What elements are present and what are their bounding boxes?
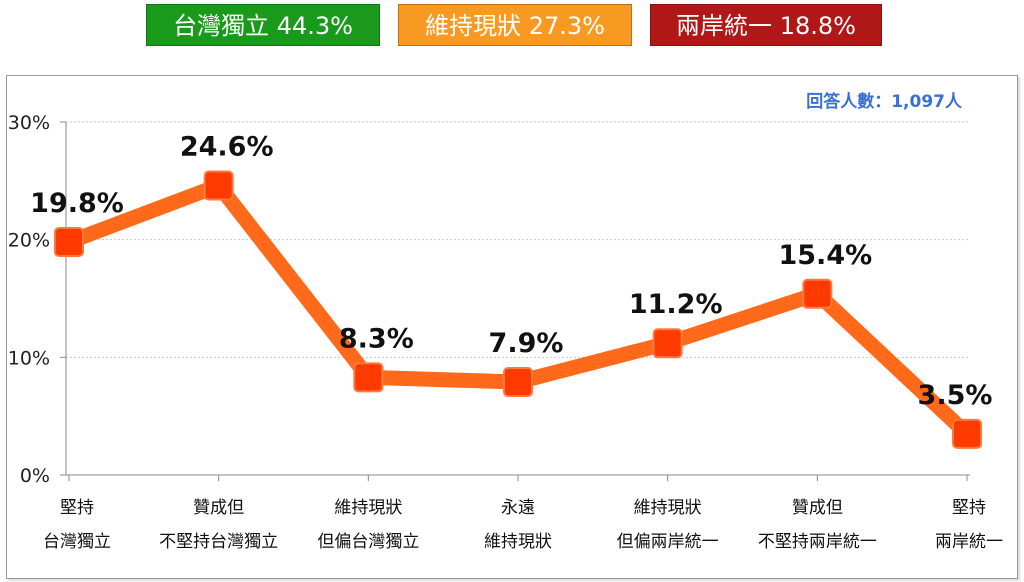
- x-category-label-line1: 堅持: [60, 498, 94, 518]
- data-label: 7.9%: [489, 328, 564, 359]
- markers: [54, 170, 982, 449]
- data-label: 15.4%: [778, 240, 872, 271]
- y-tick-label: 30%: [8, 112, 50, 134]
- data-label: 8.3%: [339, 323, 414, 354]
- x-category-label-line2: 不堅持台灣獨立: [159, 532, 278, 552]
- x-category-label-line2: 但偏台灣獨立: [317, 532, 419, 552]
- respondents-note: 回答人數：1,097人: [806, 91, 963, 112]
- data-point-marker: [652, 328, 683, 359]
- data-point-marker: [54, 227, 84, 258]
- legend-badge-unification: 兩岸統一 18.8%: [650, 4, 882, 46]
- x-category-label-line2: 兩岸統一: [935, 532, 1003, 552]
- x-category-label-line1: 贊成但: [193, 498, 244, 518]
- x-category-labels: 堅持台灣獨立贊成但不堅持台灣獨立維持現狀但偏台灣獨立永遠維持現狀維持現狀但偏兩岸…: [43, 498, 1003, 552]
- x-category-label-line2: 台灣獨立: [43, 532, 111, 552]
- data-labels: 19.8% 24.6% 8.3% 7.9% 11.2% 15.4% 3.5%: [30, 132, 992, 411]
- x-category-label-line1: 維持現狀: [334, 498, 402, 518]
- data-label: 11.2%: [629, 289, 723, 320]
- y-tick-labels: 0% 10% 20% 30%: [8, 112, 66, 487]
- legend-badge-maintain-status-quo: 維持現狀 27.3%: [398, 4, 632, 46]
- data-label: 19.8%: [30, 188, 124, 219]
- x-category-label-line1: 維持現狀: [634, 498, 702, 518]
- x-category-label-line2: 維持現狀: [484, 532, 552, 552]
- x-category-label-line2: 不堅持兩岸統一: [758, 532, 877, 552]
- data-label: 24.6%: [180, 132, 274, 163]
- data-point-marker: [503, 367, 533, 398]
- legend-badge-taiwan-independence: 台灣獨立 44.3%: [146, 4, 380, 46]
- gridlines: [66, 121, 970, 358]
- data-point-marker: [353, 362, 384, 393]
- x-category-label-line2: 但偏兩岸統一: [617, 532, 719, 552]
- data-label: 3.5%: [918, 380, 993, 411]
- data-point-marker: [802, 278, 833, 309]
- data-point-marker: [203, 170, 234, 201]
- y-tick-label: 10%: [8, 347, 50, 369]
- x-category-label-line1: 堅持: [952, 498, 986, 518]
- x-category-label-line1: 贊成但: [792, 498, 843, 518]
- y-tick-label: 20%: [8, 230, 50, 252]
- y-tick-label: 0%: [20, 465, 50, 487]
- x-tick-marks: [68, 475, 968, 481]
- x-category-label-line1: 永遠: [501, 498, 535, 518]
- data-point-marker: [952, 418, 982, 449]
